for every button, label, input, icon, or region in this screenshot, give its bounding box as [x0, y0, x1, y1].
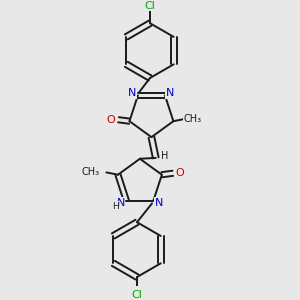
Text: CH₃: CH₃ [183, 114, 201, 124]
Text: H: H [112, 202, 119, 211]
Text: CH₃: CH₃ [81, 167, 99, 177]
Text: N: N [155, 198, 164, 208]
Text: H: H [161, 152, 168, 161]
Text: N: N [166, 88, 174, 98]
Text: N: N [128, 88, 136, 98]
Text: Cl: Cl [132, 290, 142, 300]
Text: N: N [116, 198, 125, 208]
Text: Cl: Cl [145, 1, 155, 11]
Text: O: O [106, 115, 115, 125]
Text: O: O [176, 168, 184, 178]
